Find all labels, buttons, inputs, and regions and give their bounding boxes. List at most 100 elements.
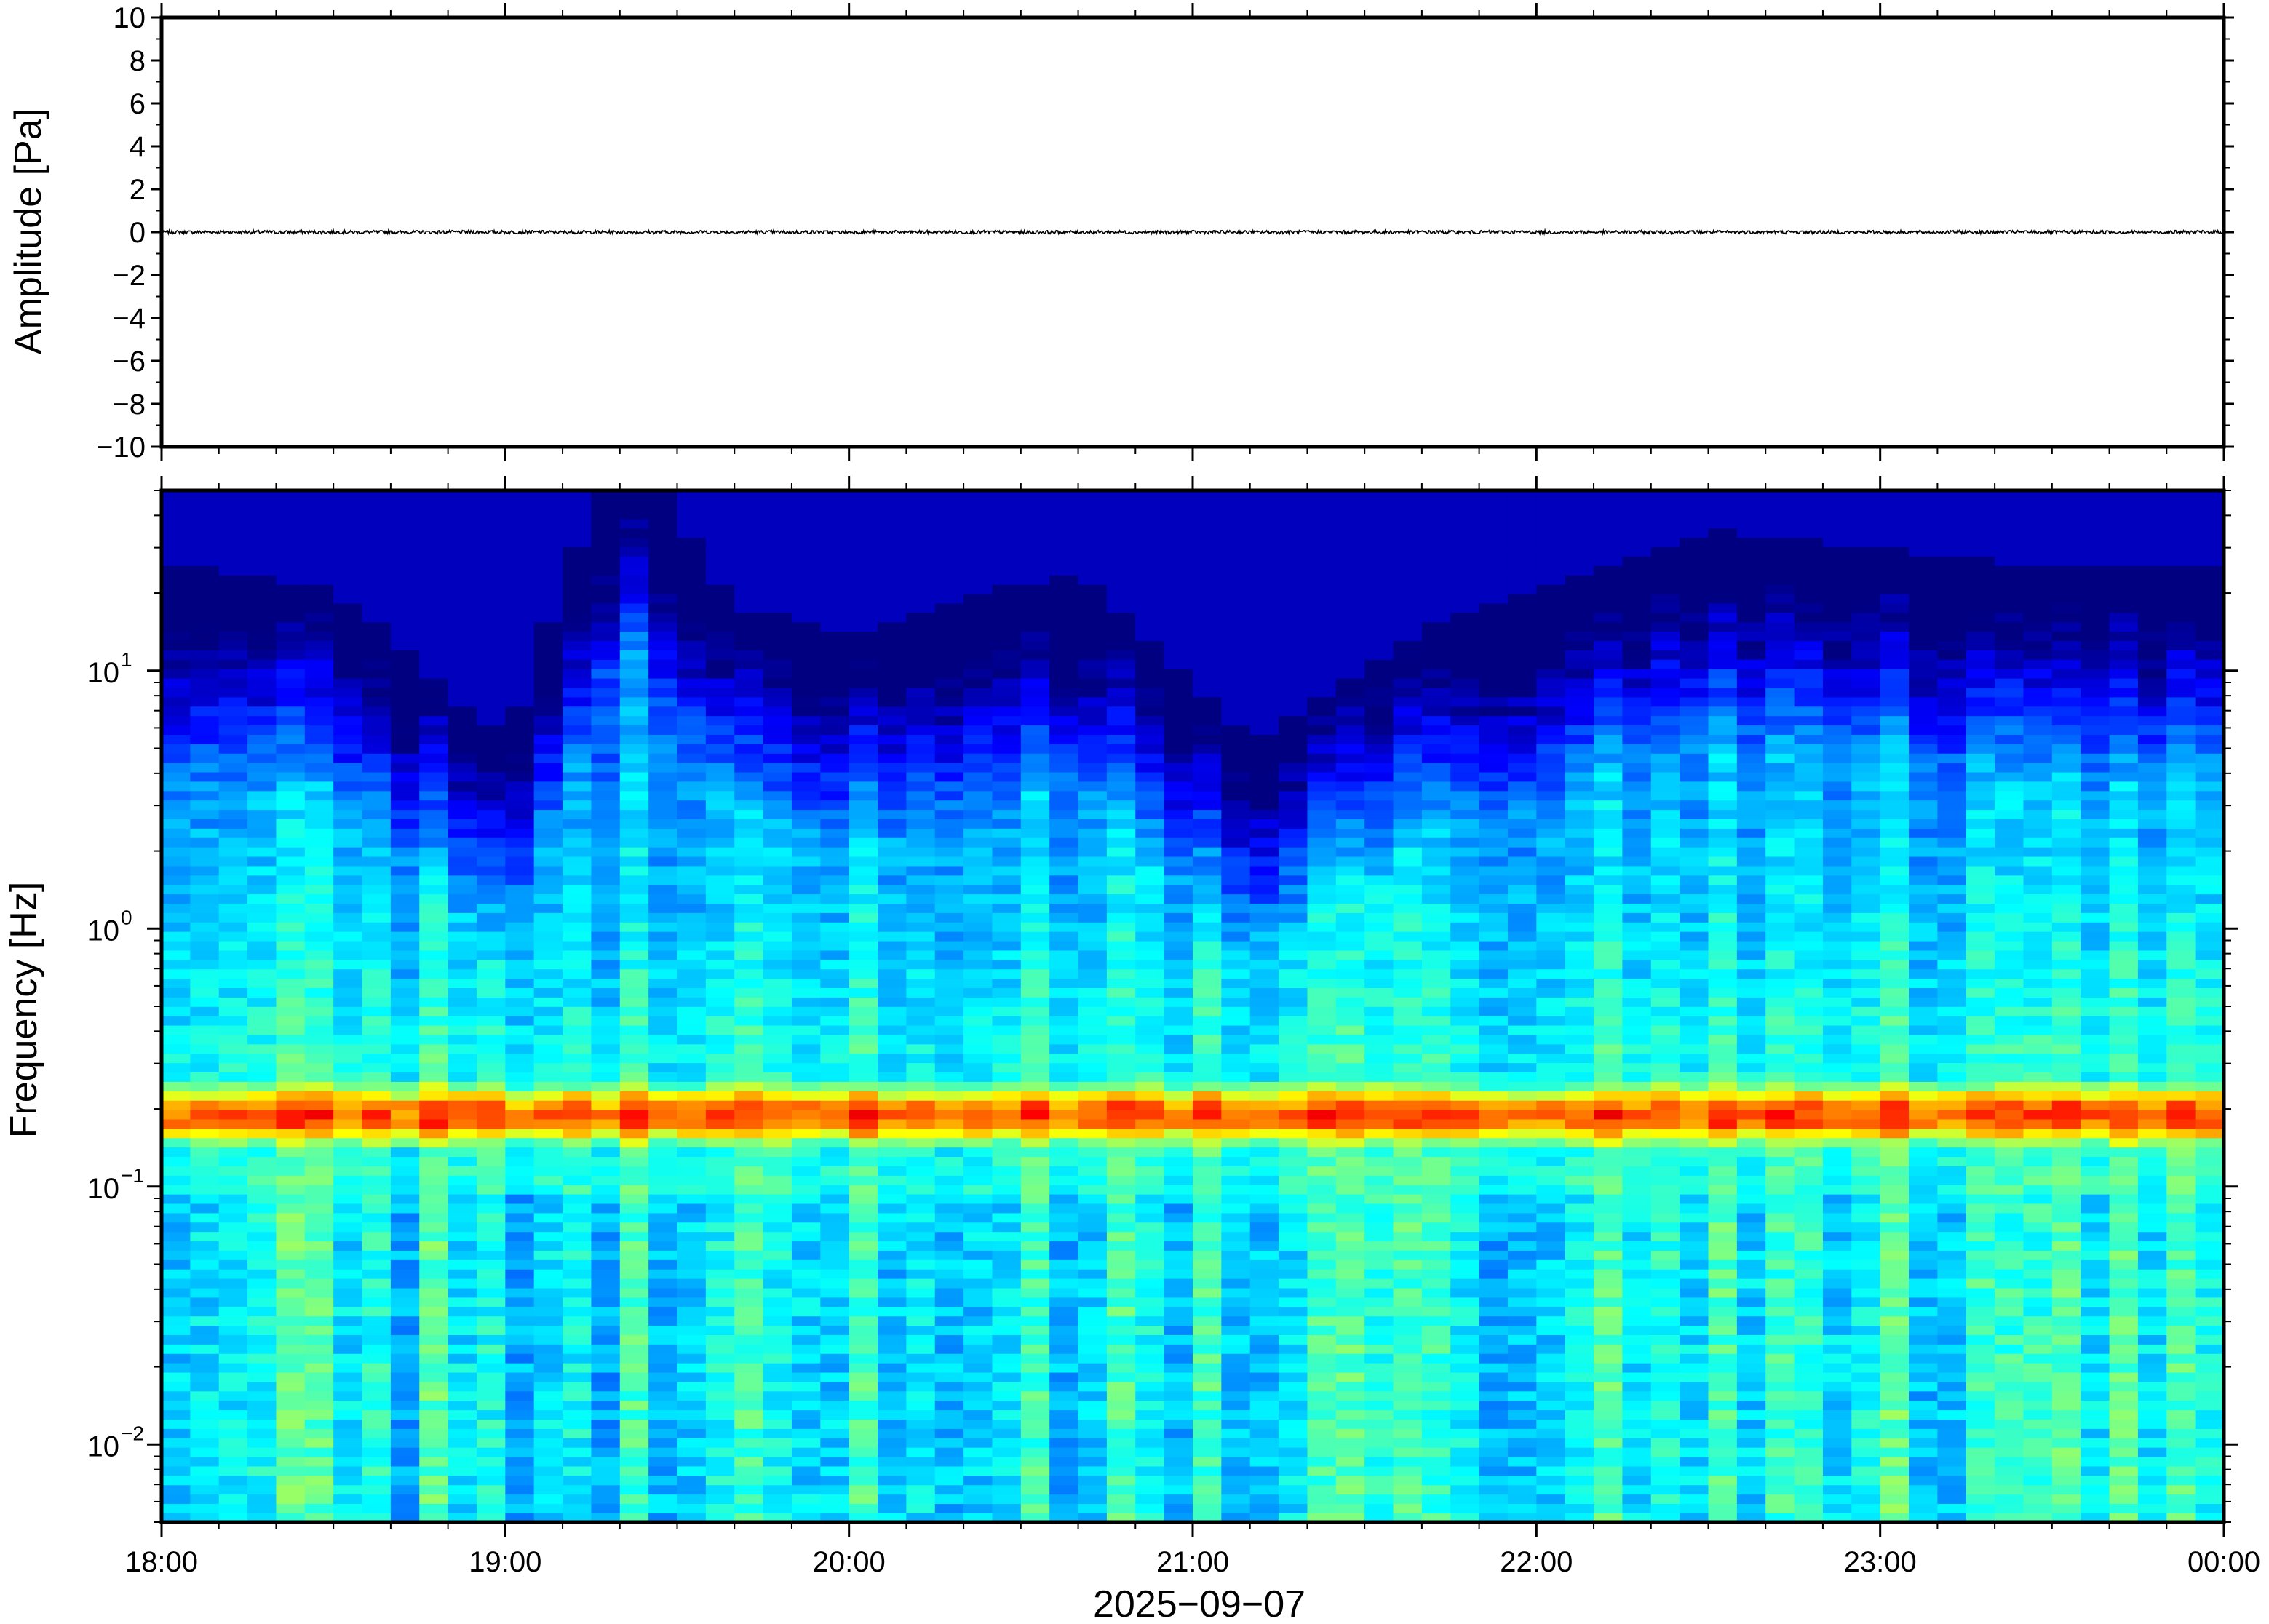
spectrogram-cell (791, 518, 822, 529)
spectrogram-cell (734, 1503, 764, 1513)
spectrogram-cell (218, 631, 248, 642)
spectrogram-cell (1078, 1278, 1108, 1289)
spectrogram-cell (1164, 537, 1193, 548)
spectrogram-cell (705, 528, 736, 538)
spectrogram-cell (218, 1315, 248, 1326)
spectrogram-cell (791, 1081, 822, 1091)
spectrogram-cell (1078, 1062, 1108, 1073)
spectrogram-cell (591, 1118, 621, 1129)
spectrogram-cell (333, 668, 363, 679)
spectrogram-cell (247, 687, 277, 698)
spectrogram-cell (878, 490, 907, 501)
spectrogram-cell (1307, 762, 1337, 773)
spectrogram-cell (533, 1062, 563, 1073)
spectrogram-cell (1078, 1475, 1108, 1486)
spectrogram-cell (190, 1034, 220, 1045)
spectrogram-cell (992, 1456, 1022, 1467)
spectrogram-cell (677, 1128, 707, 1139)
spectrogram-cell (648, 950, 678, 960)
spectrogram-cell (1393, 819, 1423, 829)
spectrogram-cell (563, 546, 592, 557)
spectrogram-cell (190, 1494, 220, 1505)
spectrogram-cell (190, 575, 220, 585)
spectrogram-cell (1020, 584, 1050, 594)
spectrogram-cell (734, 565, 764, 576)
spectrogram-cell (1078, 1203, 1108, 1214)
spectrogram-cell (1335, 912, 1365, 923)
spectrogram-cell (791, 706, 822, 717)
spectrogram-cell (734, 762, 764, 773)
spectrogram-cell (763, 706, 792, 717)
spectrogram-cell (419, 725, 449, 735)
spectrogram-cell (476, 1494, 506, 1505)
spectrogram-cell (304, 621, 334, 632)
spectrogram-cell (333, 1390, 363, 1401)
spectrogram-cell (304, 940, 334, 951)
spectrogram-cell (963, 528, 993, 538)
spectrogram-cell (734, 584, 764, 594)
spectrogram-cell (533, 1419, 563, 1429)
spectrogram-cell (1078, 1184, 1108, 1195)
spectrogram-cell (247, 1184, 277, 1195)
spectrogram-cell (276, 1297, 306, 1307)
spectrogram-cell (390, 1325, 421, 1335)
spectrogram-cell (362, 1175, 392, 1185)
spectrogram-cell (162, 1015, 191, 1026)
spectrogram-cell (734, 1156, 764, 1166)
spectrogram-cell (878, 1137, 907, 1148)
spectrogram-cell (734, 1259, 764, 1270)
spectrogram-cell (1335, 875, 1365, 885)
spectrogram-cell (1193, 1297, 1223, 1307)
spectrogram-cell (333, 631, 363, 642)
spectrogram-cell (1221, 1137, 1251, 1148)
spectrogram-cell (476, 846, 506, 857)
spectrogram-cell (218, 602, 248, 613)
spectrogram-cell (1335, 1334, 1365, 1345)
spectrogram-cell (1193, 1212, 1223, 1223)
spectrogram-cell (1279, 837, 1308, 848)
spectrogram-cell (218, 565, 248, 576)
spectrogram-cell (1279, 1315, 1308, 1326)
spectrogram-cell (162, 1099, 191, 1110)
spectrogram-cell (247, 1456, 277, 1467)
spectrogram-cell (1279, 1409, 1308, 1420)
spectrogram-cell (362, 752, 392, 763)
spectrogram-cell (1106, 1241, 1137, 1251)
spectrogram-cell (734, 987, 764, 998)
spectrogram-cell (1020, 1250, 1050, 1260)
spectrogram-cell (333, 997, 363, 1007)
spectrogram-cell (162, 1193, 191, 1204)
spectrogram-cell (276, 659, 306, 669)
spectrogram-cell (791, 1390, 822, 1401)
spectrogram-cell (533, 884, 563, 895)
spectrogram-cell (591, 931, 621, 942)
spectrogram-cell (563, 1428, 592, 1438)
spectrogram-cell (304, 1344, 334, 1354)
spectrogram-cell (390, 771, 421, 782)
spectrogram-cell (1393, 875, 1423, 885)
spectrogram-cell (878, 1268, 907, 1279)
spectrogram-cell (1364, 828, 1394, 838)
spectrogram-cell (419, 1231, 449, 1242)
spectrogram-cell (247, 546, 277, 557)
spectrogram-cell (1078, 809, 1108, 819)
spectrogram-cell (304, 1259, 334, 1270)
spectrogram-cell (1249, 1006, 1279, 1016)
spectrogram-cell (190, 781, 220, 792)
spectrogram-cell (1135, 1137, 1165, 1148)
spectrogram-cell (820, 1072, 850, 1082)
spectrogram-cell (963, 1475, 993, 1486)
spectrogram-cell (934, 696, 964, 707)
spectrogram-cell (333, 1156, 363, 1166)
spectrogram-cell (791, 1344, 822, 1354)
spectrogram-cell (763, 819, 792, 829)
spectrogram-cell (1193, 1006, 1223, 1016)
spectrogram-cell (734, 856, 764, 867)
spectrogram-cell (563, 1306, 592, 1317)
spectrogram-cell (820, 1128, 850, 1139)
spectrogram-cell (763, 1372, 792, 1382)
spectrogram-cell (563, 565, 592, 576)
spectrogram-cell (934, 1475, 964, 1486)
spectrogram-cell (1221, 1334, 1251, 1345)
spectrogram-cell (190, 1372, 220, 1382)
